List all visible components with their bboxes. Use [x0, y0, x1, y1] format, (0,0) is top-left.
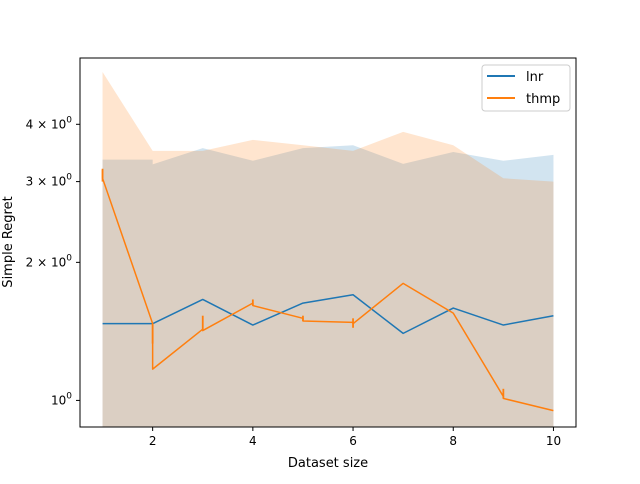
confidence-bands [102, 72, 554, 427]
x-tick-label: 8 [449, 434, 457, 448]
legend-label-thmp: thmp [526, 92, 560, 107]
legend: lnr thmp [481, 64, 571, 112]
y-tick-label: 3 × 100 [26, 173, 73, 189]
series-lines [101, 168, 554, 412]
confidence-band-lnr [102, 145, 554, 427]
x-tick-label: 6 [349, 434, 357, 448]
y-axis: 100 2 × 100 3 × 100 4 × 100 [26, 115, 80, 407]
y-tick-label: 4 × 100 [26, 115, 73, 131]
y-tick-label: 2 × 100 [26, 253, 73, 269]
x-tick-label: 2 [149, 434, 157, 448]
x-axis: 2 4 6 8 10 [149, 427, 561, 448]
plot-frame [79, 57, 577, 428]
confidence-band-thmp [102, 72, 554, 427]
x-axis-label: Dataset size [288, 456, 368, 471]
x-tick-label: 4 [249, 434, 257, 448]
legend-label-lnr: lnr [526, 70, 544, 85]
series-line-lnr [102, 293, 554, 335]
y-tick-label: 100 [51, 391, 72, 407]
x-tick-label: 10 [546, 434, 561, 448]
y-axis-label: Simple Regret [1, 196, 16, 287]
